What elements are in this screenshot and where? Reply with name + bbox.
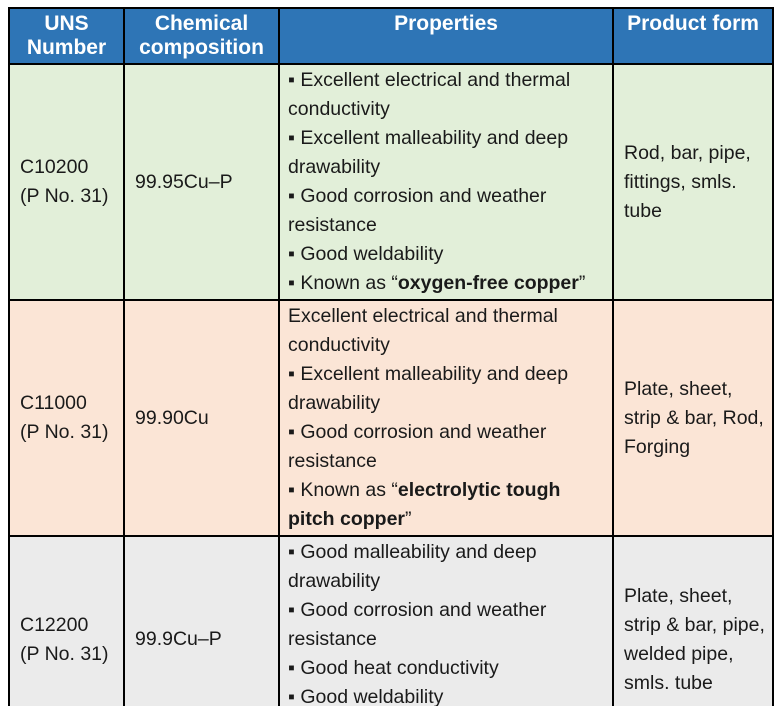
property-item: ▪ Good corrosion and weather resistance <box>288 418 608 476</box>
product-form-cell: Plate, sheet, strip & bar, Rod, Forging <box>612 299 774 537</box>
property-text: ▪ Good corrosion and weather resistance <box>288 599 547 650</box>
property-text: ▪ Excellent electrical and thermal condu… <box>288 69 571 120</box>
column-header-product-form: Product form <box>612 7 774 65</box>
property-suffix: ” <box>578 272 586 294</box>
chemical-composition-cell: 99.95Cu–P <box>123 63 280 301</box>
property-bold-text: electrolytic tough pitch copper <box>288 479 561 530</box>
property-item: ▪ Good heat conductivity <box>288 654 608 683</box>
column-header-chemical-composition: Chemical composition <box>123 7 280 65</box>
property-item: ▪ Good weldability <box>288 683 608 706</box>
property-item: ▪ Good corrosion and weather resistance <box>288 182 608 240</box>
property-item: ▪ Excellent malleability and deep drawab… <box>288 124 608 182</box>
property-item: ▪ Known as “oxygen-free copper” <box>288 269 608 298</box>
uns-code: C10200 <box>20 156 89 178</box>
uns-number-cell: C12200 (P No. 31) <box>8 535 125 706</box>
property-item: ▪ Good malleability and deep drawability <box>288 538 608 596</box>
property-text: ▪ Good weldability <box>288 686 444 706</box>
property-item: ▪ Excellent malleability and deep drawab… <box>288 360 608 418</box>
product-form-cell: Plate, sheet, strip & bar, pipe, welded … <box>612 535 774 706</box>
property-text: ▪ Good corrosion and weather resistance <box>288 185 547 236</box>
property-text: ▪ Good corrosion and weather resistance <box>288 421 547 472</box>
uns-code: C11000 <box>20 392 87 414</box>
property-text: ▪ Excellent malleability and deep drawab… <box>288 127 569 178</box>
product-form-cell: Rod, bar, pipe, fittings, smls. tube <box>612 63 774 301</box>
uns-p-number: (P No. 31) <box>20 185 109 207</box>
uns-number-cell: C10200 (P No. 31) <box>8 63 125 301</box>
property-text: ▪ Excellent malleability and deep drawab… <box>288 363 569 414</box>
property-item: ▪ Good corrosion and weather resistance <box>288 596 608 654</box>
chemical-composition-cell: 99.9Cu–P <box>123 535 280 706</box>
table-row-c12200: C12200 (P No. 31) 99.9Cu–P ▪ Good mallea… <box>8 535 774 706</box>
property-text: ▪ Good malleability and deep drawability <box>288 541 537 592</box>
table-row-c10200: C10200 (P No. 31) 99.95Cu–P ▪ Excellent … <box>8 63 774 301</box>
property-item: ▪ Good weldability <box>288 240 608 269</box>
property-item: ▪ Excellent electrical and thermal condu… <box>288 66 608 124</box>
properties-cell: ▪ Good malleability and deep drawability… <box>278 535 614 706</box>
column-header-uns-number: UNS Number <box>8 7 125 65</box>
property-item: ▪ Known as “electrolytic tough pitch cop… <box>288 476 608 534</box>
uns-p-number: (P No. 31) <box>20 642 109 665</box>
property-suffix: ” <box>405 508 412 530</box>
copper-alloy-table: UNS Number Chemical composition Properti… <box>8 7 774 706</box>
chemical-composition-cell: 99.90Cu <box>123 299 280 537</box>
uns-number-cell: C11000 (P No. 31) <box>8 299 125 537</box>
properties-cell: Excellent electrical and thermal conduct… <box>278 299 614 537</box>
table-row-c11000: C11000 (P No. 31) 99.90Cu Excellent elec… <box>8 299 774 537</box>
property-text: ▪ Known as “ <box>288 272 398 294</box>
property-bold-text: oxygen-free copper <box>397 272 579 294</box>
property-item: Excellent electrical and thermal conduct… <box>288 302 608 360</box>
property-text: Excellent electrical and thermal conduct… <box>288 305 558 356</box>
header-row: UNS Number Chemical composition Properti… <box>8 7 774 65</box>
column-header-properties: Properties <box>278 7 614 65</box>
property-text: ▪ Good heat conductivity <box>288 657 499 679</box>
property-text: ▪ Known as “ <box>288 479 398 501</box>
properties-cell: ▪ Excellent electrical and thermal condu… <box>278 63 614 301</box>
uns-p-number: (P No. 31) <box>20 421 109 443</box>
property-text: ▪ Good weldability <box>288 243 444 265</box>
uns-code: C12200 <box>20 613 89 636</box>
